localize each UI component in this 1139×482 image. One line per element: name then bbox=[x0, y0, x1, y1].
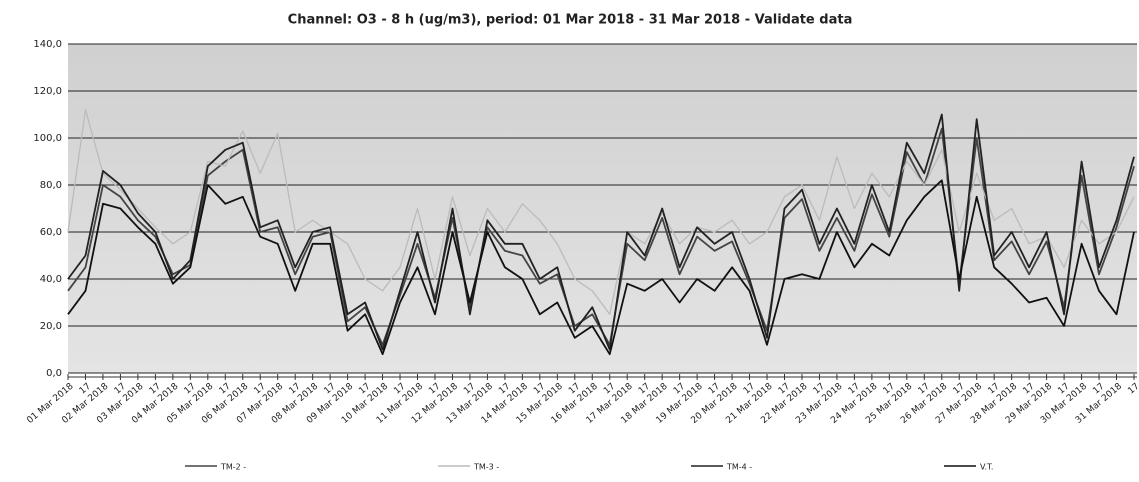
y-tick-label: 0,0 bbox=[46, 368, 62, 379]
x-tick-label: 17 bbox=[1126, 382, 1139, 397]
legend-label: TM-3 - bbox=[473, 463, 499, 472]
y-tick-label: 20,0 bbox=[40, 321, 62, 332]
chart-title: Channel: O3 - 8 h (ug/m3), period: 01 Ma… bbox=[288, 13, 853, 28]
legend-label: TM-2 - bbox=[220, 463, 246, 472]
legend-label: V.T. bbox=[980, 463, 993, 472]
plot-area bbox=[68, 44, 1137, 373]
series-line bbox=[67, 109, 1135, 315]
y-tick-label: 100,0 bbox=[33, 133, 62, 144]
y-tick-label: 40,0 bbox=[40, 274, 62, 285]
legend-label: TM-4 - bbox=[726, 463, 752, 472]
y-tick-label: 120,0 bbox=[33, 86, 62, 97]
y-tick-label: 140,0 bbox=[33, 39, 62, 50]
y-tick-label: 60,0 bbox=[40, 227, 62, 238]
y-tick-label: 80,0 bbox=[40, 180, 62, 191]
series-line bbox=[67, 179, 1135, 356]
